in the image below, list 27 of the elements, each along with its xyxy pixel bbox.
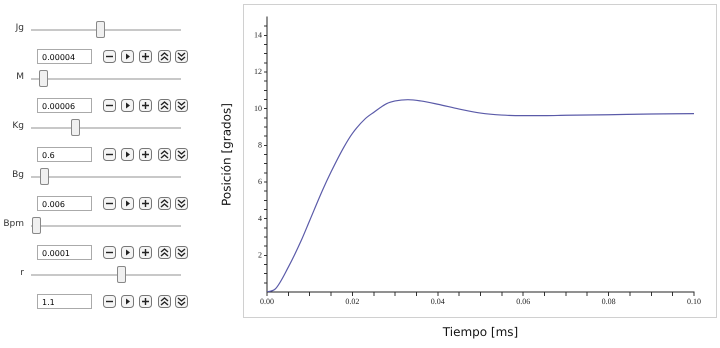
text: Bg <box>11 170 24 180</box>
text: Bpm <box>2 219 24 229</box>
x-tick-label: 0.06 <box>516 296 530 306</box>
y-tick-label: 2 <box>258 250 262 260</box>
text: r <box>19 268 24 278</box>
y-tick-label: 6 <box>258 177 262 186</box>
input-field: 0.00006 <box>37 98 92 113</box>
input-field: 1.1 <box>37 294 92 309</box>
input-field: 0.6 <box>37 147 92 162</box>
input-field: 0.0001 <box>37 245 92 260</box>
x-axis-title: Tiempo [ms] <box>442 324 518 339</box>
x-tick-label: 0.10 <box>687 296 701 306</box>
x-tick-label: 0.00 <box>260 296 274 306</box>
x-tick-label: 0.08 <box>602 296 616 306</box>
x-tick-label: 0.02 <box>345 296 360 306</box>
y-tick-label: 8 <box>258 140 262 150</box>
y-tick-label: 12 <box>254 67 262 76</box>
text: M <box>15 72 24 82</box>
input-field: 0.00004 <box>37 49 92 64</box>
y-tick-label: 14 <box>254 30 262 40</box>
y-tick-label: 10 <box>254 104 262 113</box>
text: Jg <box>14 23 24 33</box>
input-field: 0.006 <box>37 196 92 211</box>
x-tick-label: 0.04 <box>430 296 445 306</box>
y-axis-title: Posición [grados] <box>219 103 234 206</box>
y-tick-label: 4 <box>258 214 262 223</box>
text: Kg <box>11 121 24 131</box>
